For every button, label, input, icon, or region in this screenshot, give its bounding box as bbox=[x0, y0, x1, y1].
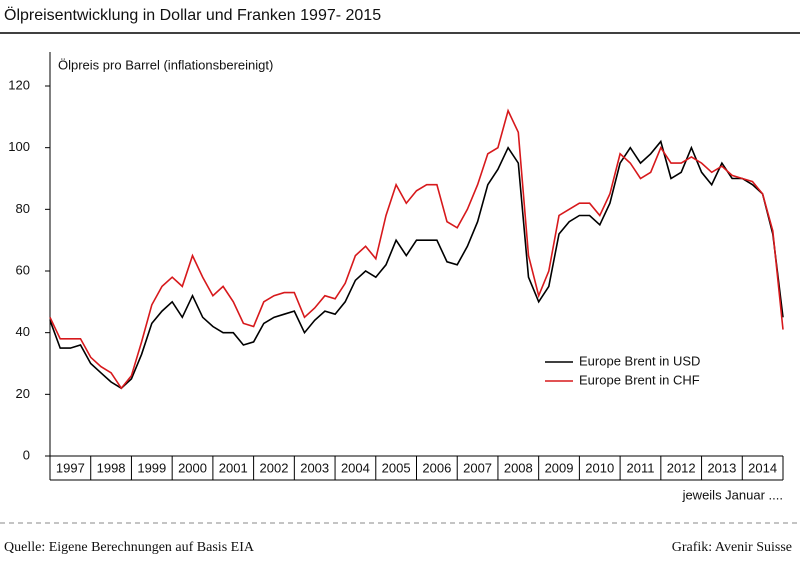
x-tick-label: 1999 bbox=[137, 460, 166, 475]
x-tick-label: 2010 bbox=[585, 460, 614, 475]
credit: Grafik: Avenir Suisse bbox=[672, 540, 792, 555]
x-tick-label: 2009 bbox=[545, 460, 574, 475]
x-tick-label: 2000 bbox=[178, 460, 207, 475]
y-tick-label: 80 bbox=[16, 201, 30, 216]
chart-title: Ölpreisentwicklung in Dollar und Franken… bbox=[4, 6, 381, 24]
x-tick-label: 2013 bbox=[707, 460, 736, 475]
source: Quelle: Eigene Berechnungen auf Basis EI… bbox=[4, 540, 255, 555]
y-tick-label: 20 bbox=[16, 386, 30, 401]
x-tick-label: 2006 bbox=[422, 460, 451, 475]
x-tick-label: 2003 bbox=[300, 460, 329, 475]
y-tick-label: 120 bbox=[8, 77, 30, 92]
x-tick-label: 1998 bbox=[97, 460, 126, 475]
y-tick-label: 100 bbox=[8, 139, 30, 154]
y-tick-label: 40 bbox=[16, 324, 30, 339]
series-line bbox=[49, 139, 784, 390]
y-axis-label: Ölpreis pro Barrel (inflationsbereinigt) bbox=[58, 57, 273, 72]
y-tick-label: 0 bbox=[23, 447, 30, 462]
legend-label: Europe Brent in CHF bbox=[579, 372, 700, 387]
x-tick-label: 2004 bbox=[341, 460, 370, 475]
x-tick-label: 2001 bbox=[219, 460, 248, 475]
legend-label: Europe Brent in USD bbox=[579, 353, 700, 368]
x-note: jeweils Januar .... bbox=[682, 487, 783, 502]
x-tick-label: 2011 bbox=[626, 460, 654, 475]
series-line bbox=[49, 108, 784, 390]
y-tick-label: 60 bbox=[16, 262, 30, 277]
x-tick-label: 2012 bbox=[667, 460, 696, 475]
x-tick-label: 2005 bbox=[382, 460, 411, 475]
x-tick-label: 2014 bbox=[748, 460, 777, 475]
x-tick-label: 2007 bbox=[463, 460, 492, 475]
x-tick-label: 2002 bbox=[260, 460, 289, 475]
x-tick-label: 1997 bbox=[56, 460, 85, 475]
legend-box bbox=[537, 350, 727, 394]
x-tick-label: 2008 bbox=[504, 460, 533, 475]
